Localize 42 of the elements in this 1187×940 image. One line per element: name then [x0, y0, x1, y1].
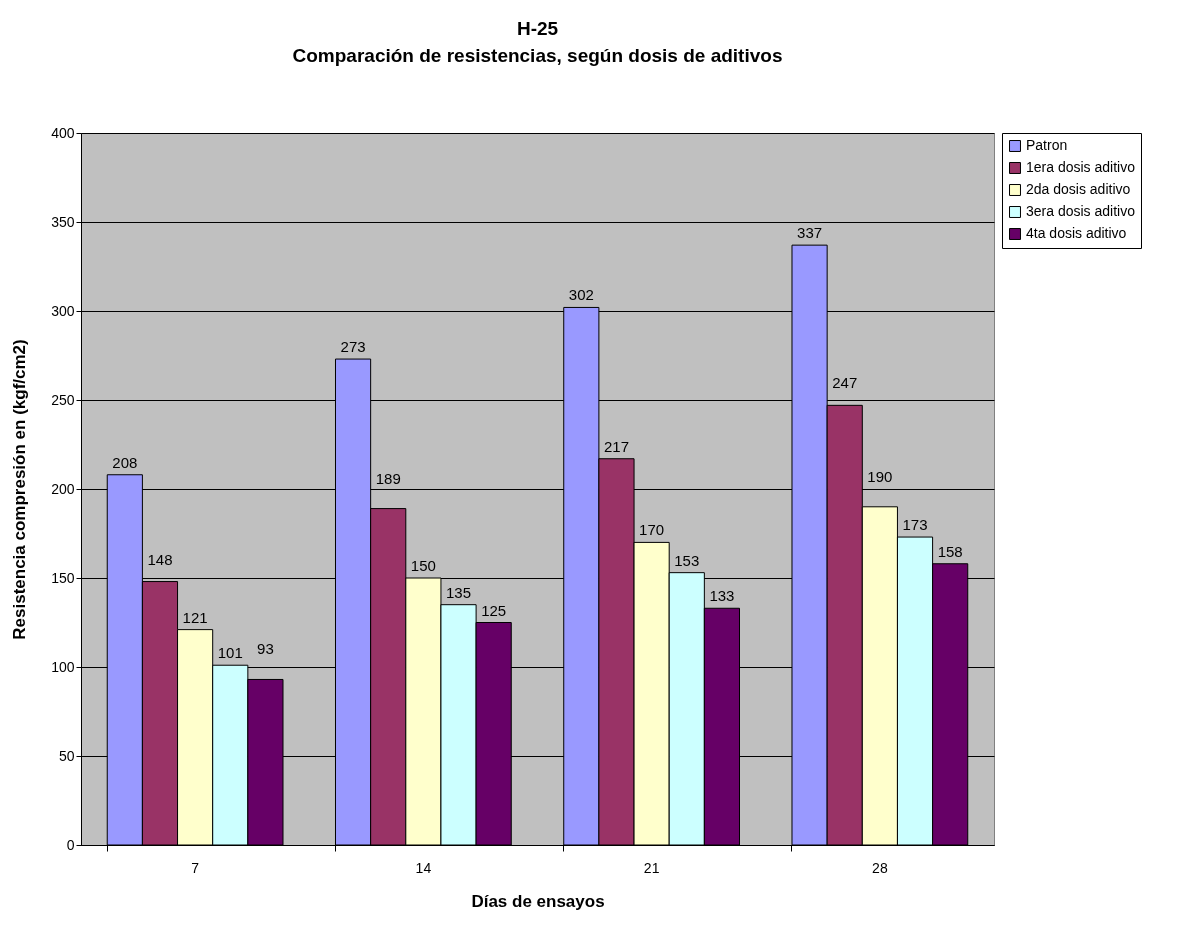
data-label: 173 [902, 516, 928, 534]
y-tick-label: 300 [51, 302, 75, 319]
data-label: 302 [568, 286, 594, 304]
y-tick-label: 0 [66, 836, 75, 853]
data-label: 133 [709, 587, 735, 605]
y-axis-title: Resistencia compresión en (kgf/cm2) [10, 339, 30, 640]
chart-subtitle: Comparación de resistencias, según dosis de aditivos [292, 45, 783, 66]
y-tick-label: 250 [51, 391, 75, 408]
legend-label: 3era dosis aditivo [1026, 203, 1136, 219]
y-tick-label: 200 [51, 480, 75, 497]
data-label: 101 [217, 644, 243, 662]
data-label: 158 [937, 542, 963, 560]
data-label: 153 [674, 551, 700, 569]
data-label: 93 [257, 640, 274, 658]
legend-label: 2da dosis aditivo [1026, 181, 1131, 197]
data-label: 150 [410, 557, 436, 574]
chart-title: H-25 [516, 18, 559, 39]
y-tick-label: 400 [51, 124, 75, 141]
data-label: 135 [446, 583, 472, 601]
y-tick-label: 150 [51, 569, 75, 586]
data-label: 190 [867, 467, 893, 485]
x-tick-label: 7 [191, 859, 200, 876]
data-label: 273 [340, 338, 366, 356]
data-label: 121 [182, 608, 208, 626]
data-label: 217 [603, 437, 629, 455]
x-axis-title: Días de ensayos [471, 891, 605, 911]
x-tick-label: 21 [643, 859, 660, 876]
data-label: 337 [797, 224, 823, 242]
data-label: 208 [112, 453, 138, 471]
data-label: 189 [375, 469, 401, 487]
legend-label: Patron [1026, 137, 1068, 153]
legend-label: 4ta dosis aditivo [1026, 225, 1127, 241]
data-label: 247 [832, 374, 858, 392]
x-tick-label: 14 [415, 859, 432, 876]
data-label: 125 [481, 601, 507, 619]
legend-label: 1era dosis aditivo [1026, 159, 1136, 175]
y-tick-label: 50 [58, 747, 75, 764]
data-label: 170 [639, 521, 665, 539]
y-tick-label: 100 [51, 658, 75, 675]
x-tick-label: 28 [872, 859, 888, 876]
data-label: 148 [147, 550, 173, 568]
y-tick-label: 350 [51, 213, 75, 230]
